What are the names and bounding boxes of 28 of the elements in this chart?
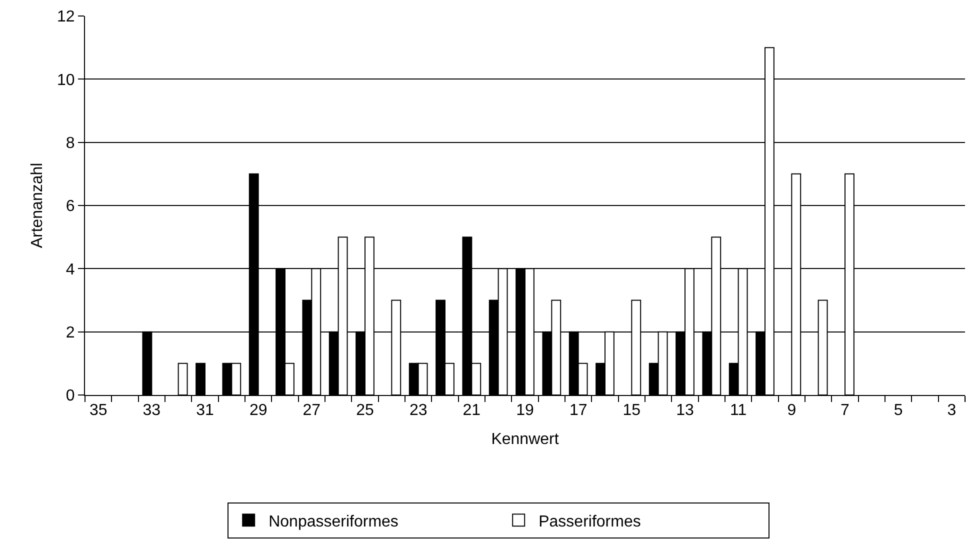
x-tick-label: 9 (787, 402, 796, 420)
x-tick-label: 17 (569, 402, 588, 420)
x-tick-label: 3 (947, 402, 956, 420)
x-tick-label: 27 (302, 402, 321, 420)
x-tick-label: 13 (676, 402, 694, 420)
y-tick-label: 0 (66, 388, 75, 405)
x-tick-label: 25 (356, 402, 374, 420)
x-tick-label: 15 (622, 402, 641, 420)
legend-label: Passeriformes (538, 513, 641, 530)
y-tick-label: 8 (66, 134, 75, 152)
x-tick-label: 33 (142, 402, 161, 420)
y-tick-label: 4 (66, 261, 75, 278)
x-tick-label: 21 (462, 402, 481, 420)
y-tick-label: 2 (66, 324, 75, 342)
legend-label: Nonpasseriformes (268, 513, 398, 530)
x-axis-title: Kennwert (491, 430, 560, 448)
x-tick-label: 35 (89, 402, 108, 420)
y-tick-label: 10 (57, 72, 75, 89)
x-tick-label: 11 (730, 402, 747, 420)
x-tick-label: 7 (840, 402, 850, 420)
y-tick-label: 12 (57, 8, 75, 26)
x-tick-label: 5 (894, 402, 903, 420)
y-tick-label: 6 (66, 198, 75, 216)
y-axis-title: Artenanzahl (28, 162, 46, 248)
x-tick-label: 23 (409, 402, 428, 420)
x-tick-label: 19 (516, 402, 534, 420)
x-tick-label: 29 (249, 402, 268, 420)
x-tick-label: 31 (196, 402, 214, 420)
